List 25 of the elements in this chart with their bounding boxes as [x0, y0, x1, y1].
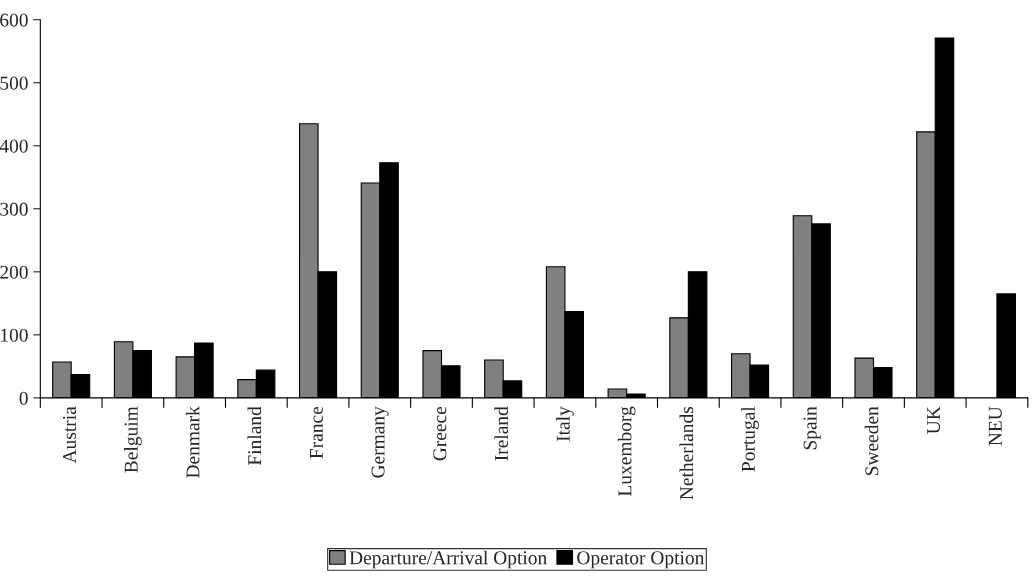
x-tick-label: Belguim — [124, 406, 142, 473]
y-tick-label: 300 — [0, 202, 28, 216]
x-tick-label: NEU — [988, 406, 1002, 446]
x-tick-label: Denmark — [185, 406, 200, 478]
y-tick-label: 600 — [0, 13, 28, 27]
x-tick-label: France — [309, 406, 323, 459]
legend-label: Departure/Arrival Option — [349, 550, 547, 569]
legend-label: Operator Option — [577, 551, 705, 569]
y-tick-label: 400 — [0, 139, 28, 153]
y-tick-label: 100 — [1, 328, 28, 342]
y-tick-label: 0 — [19, 391, 28, 405]
x-tick-label: Sweeden — [864, 406, 879, 476]
x-tick-label: Portugal — [741, 406, 759, 472]
x-tick-label: Greece — [433, 406, 447, 461]
x-tick-label: Germany — [371, 406, 389, 478]
x-tick-label: Finland — [247, 406, 262, 466]
y-tick-label: 200 — [0, 265, 28, 279]
x-tick-label: Austria — [62, 406, 77, 464]
x-tick-label: Luxemborg — [617, 406, 636, 497]
x-tick-label: Netherlands — [679, 406, 694, 500]
x-tick-label: UK — [927, 406, 941, 434]
x-tick-label: Italy — [556, 406, 574, 442]
x-tick-label: Spain — [803, 406, 821, 450]
y-tick-label: 500 — [0, 76, 28, 90]
x-tick-label: Ireland — [494, 406, 509, 461]
